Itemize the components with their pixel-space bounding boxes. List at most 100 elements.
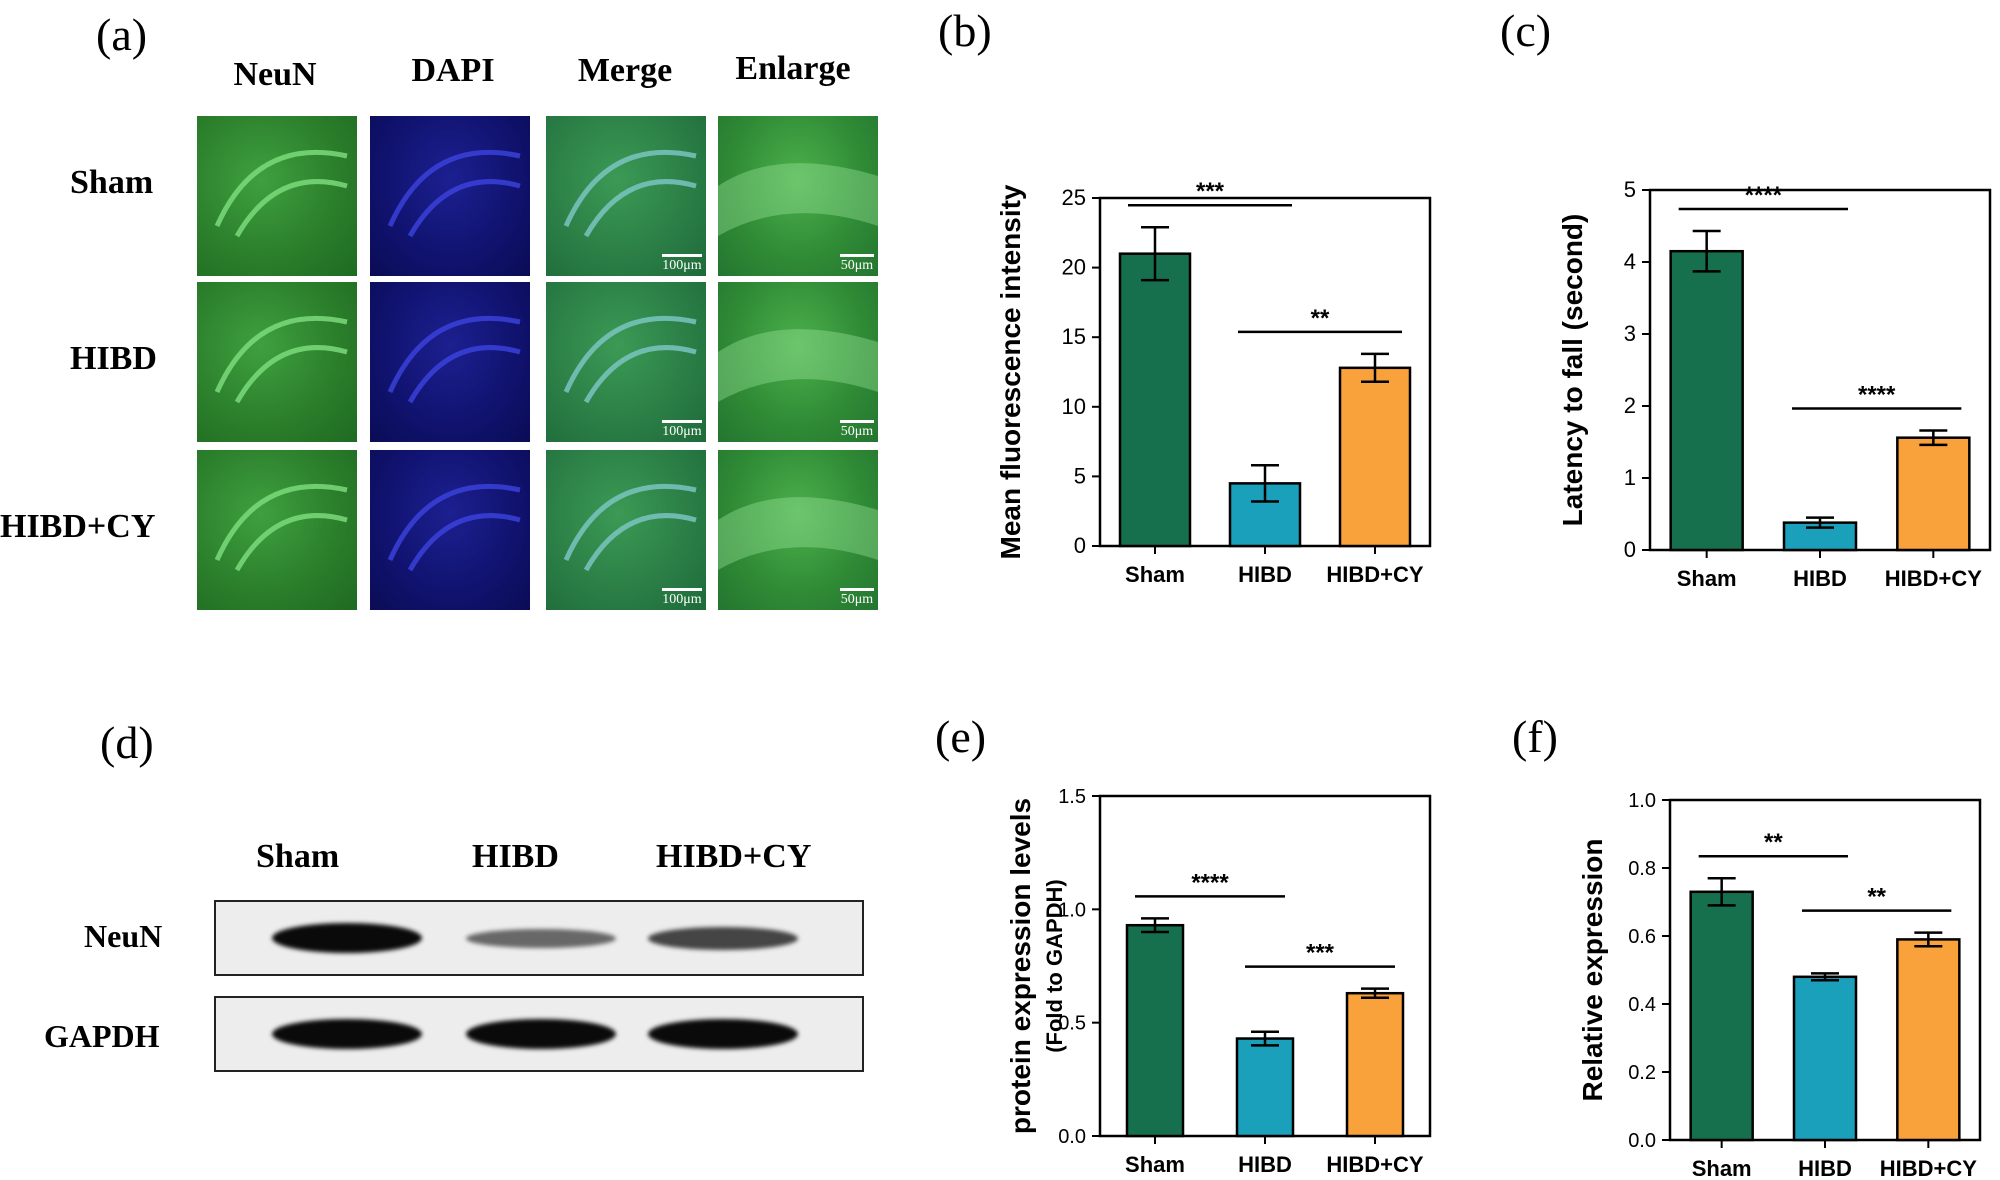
x-tick-label: Sham: [1125, 562, 1185, 587]
micrograph-hibd-neun: [197, 282, 357, 442]
panel-label-c: (c): [1500, 5, 1552, 56]
gapdh-band-hibd: [466, 1019, 616, 1049]
chart-f-relative-expression: 0.0 0.2 0.4 0.6 0.8 1.0 Sham HIBD HIBD+CY ** ** Rel…: [1577, 790, 1982, 1180]
bar-hibd: [1792, 975, 1858, 1142]
micrograph-sham-merge: 100μm: [546, 116, 706, 276]
x-tick-label: HIBD+CY: [1880, 1156, 1978, 1180]
y-tick-label: 20: [1062, 255, 1086, 280]
panel-label-f: (f): [1512, 711, 1558, 762]
column-header-merge: Merge: [577, 52, 673, 89]
micrograph-hibd-enlarge: 50μm: [718, 282, 878, 442]
panel-label-b: (b): [938, 5, 992, 56]
scale-bar-label: 50μm: [840, 592, 874, 607]
x-tick-label: HIBD: [1238, 562, 1292, 587]
scale-bar-label: 50μm: [840, 258, 874, 273]
neun-blot-strip: [214, 900, 864, 976]
panel-label-d: (d): [100, 717, 154, 768]
scale-bar-line: [662, 588, 702, 591]
x-tick-label: HIBD: [1798, 1156, 1852, 1180]
blot-row-label-gapdh: GAPDH: [44, 1018, 160, 1054]
x-tick-label: HIBD+CY: [1326, 1152, 1424, 1177]
scale-bar-line: [662, 420, 702, 423]
bar-sham: [1125, 923, 1185, 1138]
scale-bar-label: 100μm: [662, 258, 702, 273]
column-header-dapi: DAPI: [411, 52, 495, 89]
x-tick-label: Sham: [1692, 1156, 1752, 1180]
significance-label: ****: [1191, 869, 1229, 896]
scale-bar-label: 50μm: [840, 424, 874, 439]
significance-label: ****: [1745, 182, 1783, 209]
y-tick-label: 25: [1062, 185, 1086, 210]
y-tick-label: 3: [1624, 321, 1636, 346]
scale-bar-line: [840, 254, 874, 257]
bar-sham: [1689, 890, 1754, 1142]
blot-row-label-neun: NeuN: [84, 918, 163, 954]
y-tick-label: 0.0: [1058, 1126, 1086, 1148]
bar-hibd-cy: [1345, 991, 1405, 1138]
x-tick-label: Sham: [1677, 566, 1737, 591]
neun-band-hibd: [466, 928, 616, 948]
y-tick-label: 15: [1062, 324, 1086, 349]
micrograph-hibd-cy-merge: 100μm: [546, 450, 706, 610]
gapdh-band-hibd-cy: [648, 1019, 798, 1049]
micrograph-sham-dapi: [370, 116, 530, 276]
micrograph-sham-enlarge: 50μm: [718, 116, 878, 276]
y-tick-label: 1.5: [1058, 786, 1086, 808]
x-tick-label: HIBD+CY: [1885, 566, 1983, 591]
panel-label-e: (e): [935, 711, 987, 762]
scale-bar: 50μm: [840, 420, 874, 440]
scale-bar-label: 100μm: [662, 424, 702, 439]
gapdh-band-sham: [272, 1019, 422, 1049]
panel-label-a: (a): [96, 9, 148, 60]
y-tick-label: 5: [1624, 177, 1636, 202]
neun-band-sham: [272, 923, 422, 953]
y-tick-label: 4: [1624, 249, 1636, 274]
bar-sham: [1118, 252, 1192, 548]
bar-hibd-cy: [1896, 938, 1961, 1142]
significance-label: ***: [1306, 940, 1335, 967]
column-header-enlarge: Enlarge: [735, 50, 851, 87]
significance-label: ***: [1196, 178, 1225, 205]
y-tick-label: 0: [1074, 533, 1086, 558]
scale-bar-line: [662, 254, 702, 257]
scale-bar: 100μm: [662, 254, 702, 274]
bar-hibd-cy: [1896, 436, 1971, 552]
y-tick-label: 2: [1624, 393, 1636, 418]
y-axis-label: Mean fluorescence intensity: [995, 184, 1026, 559]
y-tick-label: 10: [1062, 394, 1086, 419]
x-tick-label: Sham: [1125, 1152, 1185, 1177]
y-tick-label: 0.5: [1058, 1013, 1086, 1035]
micrograph-hibd-cy-neun: [197, 450, 357, 610]
neun-band-hibd-cy: [648, 926, 798, 950]
scale-bar-line: [840, 420, 874, 423]
y-tick-label: 0: [1624, 537, 1636, 562]
row-header-hibd: HIBD: [70, 340, 157, 377]
y-tick-label: 0.8: [1628, 858, 1656, 880]
blot-lane-label-sham: Sham: [256, 838, 340, 875]
x-tick-label: HIBD: [1238, 1152, 1292, 1177]
y-axis-label: protein expression levels: [1005, 798, 1036, 1134]
scale-bar: 50μm: [840, 254, 874, 274]
y-tick-label: 1: [1624, 465, 1636, 490]
micrograph-sham-neun: [197, 116, 357, 276]
scale-bar-line: [840, 588, 874, 591]
micrograph-hibd-cy-dapi: [370, 450, 530, 610]
blot-lane-label-hibd-cy: HIBD+CY: [656, 838, 812, 875]
y-axis-label: Latency to fall (second): [1557, 214, 1588, 527]
y-axis-label: Relative expression: [1577, 838, 1608, 1101]
y-axis-sublabel: (Fold to GAPDH): [1042, 879, 1067, 1053]
bar-hibd-cy: [1338, 366, 1412, 548]
scale-bar: 100μm: [662, 420, 702, 440]
micrograph-hibd-merge: 100μm: [546, 282, 706, 442]
x-tick-label: HIBD+CY: [1326, 562, 1424, 587]
gapdh-blot-strip: [214, 996, 864, 1072]
y-tick-label: 1.0: [1058, 899, 1086, 921]
significance-label: **: [1867, 884, 1886, 911]
bar-hibd: [1235, 1037, 1295, 1138]
column-header-neun: NeuN: [233, 56, 317, 93]
bar-sham: [1669, 249, 1744, 552]
blot-lane-label-hibd: HIBD: [472, 838, 559, 875]
x-tick-label: HIBD: [1793, 566, 1847, 591]
